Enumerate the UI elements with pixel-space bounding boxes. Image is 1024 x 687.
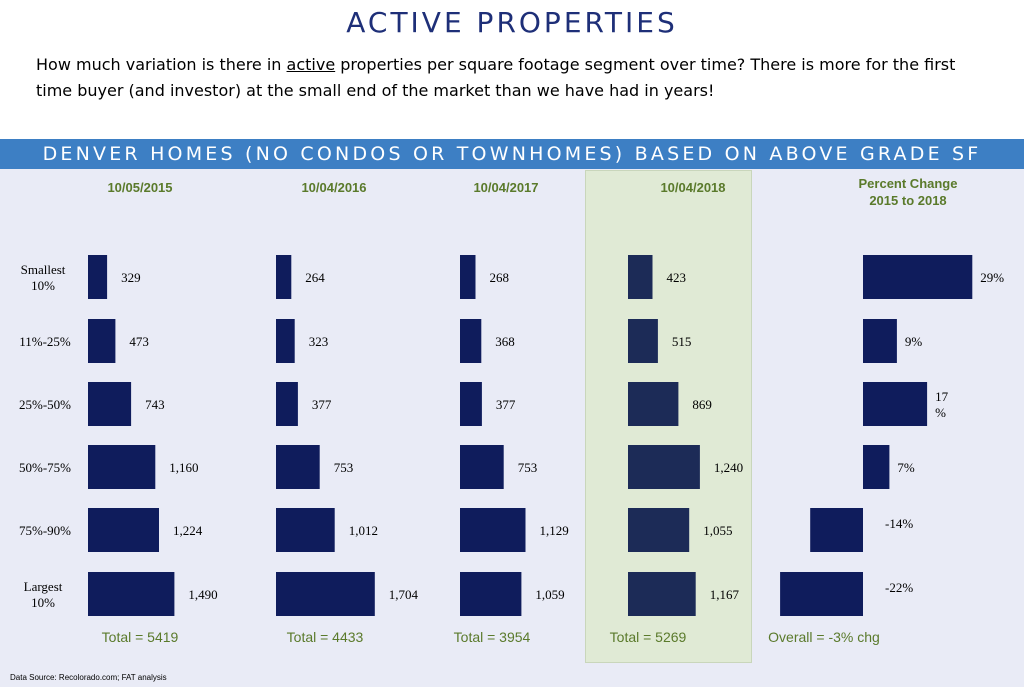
value-label-2-1: 368 (495, 334, 515, 349)
percent-label-4: -14% (885, 516, 913, 531)
value-label-0-4: 1,224 (173, 523, 203, 538)
bar-3-0 (628, 255, 653, 299)
category-label-5: Largest 10% (24, 579, 63, 610)
bar-1-4 (276, 508, 335, 552)
value-label-2-0: 268 (490, 270, 510, 285)
intro-text-start: How much variation is there in (36, 55, 287, 74)
value-label-3-2: 869 (692, 397, 712, 412)
bar-3-1 (628, 319, 658, 363)
value-label-0-5: 1,490 (188, 587, 217, 602)
value-label-0-0: 329 (121, 270, 141, 285)
intro-text: How much variation is there in active pr… (36, 52, 996, 104)
bar-2-5 (460, 572, 522, 616)
column-header-2: 10/04/2017 (473, 180, 538, 195)
column-header-1: 10/04/2016 (301, 180, 366, 195)
bar-2-0 (460, 255, 476, 299)
bar-1-0 (276, 255, 292, 299)
page-title: ACTIVE PROPERTIES (346, 6, 678, 39)
percent-label-2: 17% (935, 389, 949, 420)
percent-change-header-2: 2015 to 2018 (869, 193, 946, 208)
bar-0-5 (88, 572, 175, 616)
percent-change-header-1: Percent Change (859, 176, 958, 191)
bar-3-5 (628, 572, 696, 616)
value-label-3-4: 1,055 (703, 523, 732, 538)
category-label-2: 25%-50% (19, 397, 71, 412)
percent-label-1: 9% (905, 334, 923, 349)
value-label-3-1: 515 (672, 334, 692, 349)
category-label-3: 50%-75% (19, 460, 71, 475)
bar-0-1 (88, 319, 116, 363)
value-label-3-5: 1,167 (710, 587, 740, 602)
value-label-1-3: 753 (334, 460, 354, 475)
value-label-0-1: 473 (129, 334, 149, 349)
intro-text-end: properties per square footage segment ov… (36, 55, 956, 100)
value-label-2-4: 1,129 (540, 523, 569, 538)
value-label-2-3: 753 (518, 460, 538, 475)
percent-label-0: 29% (980, 270, 1004, 285)
percent-bar-5 (780, 572, 863, 616)
column-header-0: 10/05/2015 (107, 180, 172, 195)
bar-3-2 (628, 382, 679, 426)
bar-0-3 (88, 445, 156, 489)
overall-change-label: Overall = -3% chg (768, 629, 880, 645)
category-label-4: 75%-90% (19, 523, 71, 538)
data-source-note: Data Source: Recolorado.com; FAT analysi… (10, 673, 167, 682)
value-label-3-3: 1,240 (714, 460, 743, 475)
category-label-0: Smallest 10% (21, 262, 66, 293)
category-label-1: 11%-25% (19, 334, 71, 349)
bar-0-0 (88, 255, 108, 299)
percent-bar-2 (863, 382, 928, 426)
percent-bar-3 (863, 445, 890, 489)
percent-bar-0 (863, 255, 973, 299)
value-label-1-1: 323 (309, 334, 329, 349)
bar-1-3 (276, 445, 320, 489)
total-label-3: Total = 5269 (610, 629, 687, 645)
chart-banner: DENVER HOMES (NO CONDOS OR TOWNHOMES) BA… (0, 139, 1024, 169)
percent-label-5: -22% (885, 580, 913, 595)
bar-3-4 (628, 508, 690, 552)
value-label-0-3: 1,160 (169, 460, 198, 475)
bar-0-2 (88, 382, 132, 426)
value-label-1-5: 1,704 (389, 587, 419, 602)
total-label-1: Total = 4433 (287, 629, 364, 645)
total-label-0: Total = 5419 (102, 629, 179, 645)
value-label-1-2: 377 (312, 397, 332, 412)
value-label-2-5: 1,059 (535, 587, 564, 602)
bar-2-2 (460, 382, 482, 426)
column-header-3: 10/04/2018 (660, 180, 725, 195)
percent-bar-4 (810, 508, 863, 552)
value-label-2-2: 377 (496, 397, 516, 412)
bar-1-2 (276, 382, 298, 426)
percent-bar-1 (863, 319, 897, 363)
value-label-1-0: 264 (305, 270, 325, 285)
bar-2-1 (460, 319, 482, 363)
percent-label-3: 7% (897, 460, 915, 475)
bar-3-3 (628, 445, 700, 489)
value-label-3-0: 423 (667, 270, 687, 285)
bar-0-4 (88, 508, 159, 552)
bar-1-5 (276, 572, 375, 616)
total-label-2: Total = 3954 (454, 629, 531, 645)
bar-1-1 (276, 319, 295, 363)
bar-2-4 (460, 508, 526, 552)
value-label-0-2: 743 (145, 397, 165, 412)
intro-emphasis: active (286, 55, 336, 74)
value-label-1-4: 1,012 (349, 523, 378, 538)
bar-2-3 (460, 445, 504, 489)
